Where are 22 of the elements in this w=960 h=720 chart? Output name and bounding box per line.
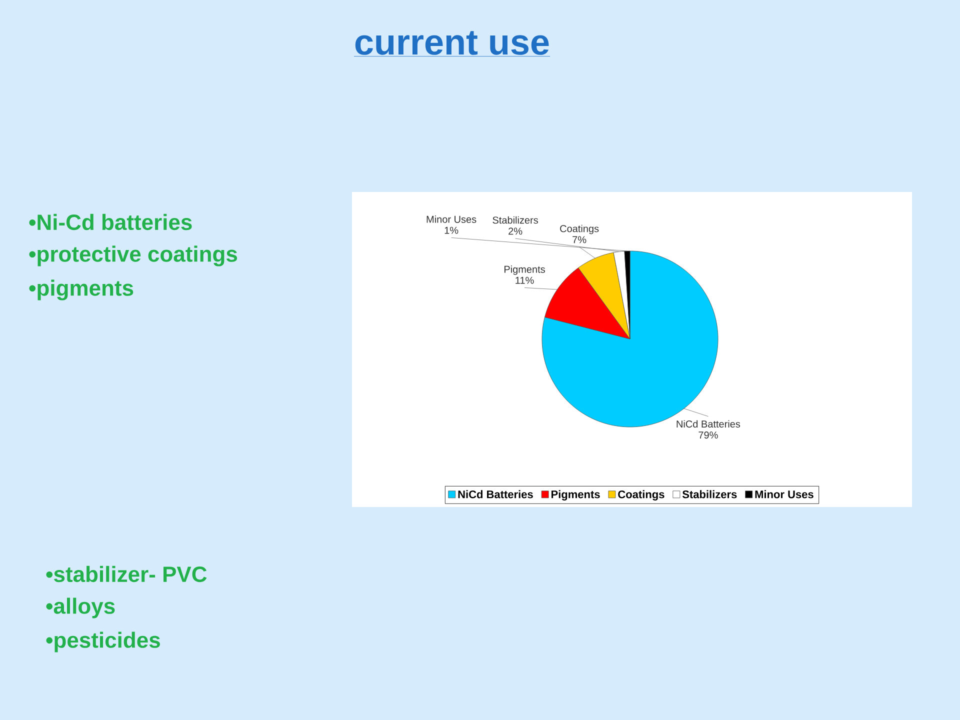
legend-label: Minor Uses (755, 490, 814, 498)
legend-label: NiCd Batteries (458, 490, 533, 498)
slice-label: NiCd Batteries (676, 420, 740, 428)
data-label: 1% (444, 226, 458, 234)
text: •pesticides (46, 632, 160, 652)
data-label: 11% (516, 276, 534, 284)
text: •alloys (46, 598, 115, 618)
slice-label: Coatings (560, 224, 599, 234)
legend-label: Coatings (618, 490, 664, 500)
legend-label: Stabilizers (682, 490, 737, 498)
text: •Ni-Cd batteries (29, 214, 192, 230)
data-label: 7% (572, 236, 586, 244)
data-label: 2% (508, 228, 522, 235)
legend-label: Pigments (552, 490, 600, 500)
slice-label: Stabilizers (492, 216, 538, 224)
text: •stabilizer- PVC (46, 566, 207, 582)
text: •protective coatings (29, 246, 238, 266)
text: •pigments (29, 280, 134, 300)
data-label: 79% (698, 431, 718, 439)
slice-label: Minor Uses (426, 216, 476, 223)
chart-title: current use (355, 31, 549, 55)
slice-label: Pigments (504, 266, 545, 275)
